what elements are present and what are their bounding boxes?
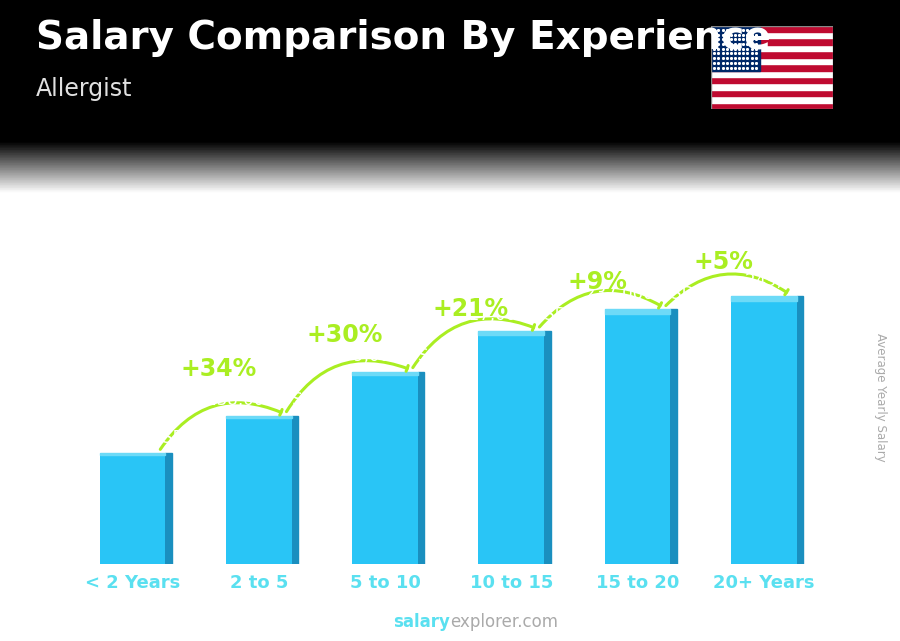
Text: 249,000 USD: 249,000 USD (745, 272, 854, 290)
Bar (352, 372, 418, 564)
Bar (731, 296, 796, 301)
Text: Allergist: Allergist (36, 77, 132, 101)
Text: 179,000 USD: 179,000 USD (332, 347, 441, 365)
Bar (670, 309, 677, 564)
Bar (711, 26, 760, 71)
Bar (731, 296, 796, 564)
Text: +9%: +9% (567, 270, 627, 294)
Bar (711, 26, 832, 32)
Bar (711, 71, 832, 77)
Text: +5%: +5% (694, 250, 753, 274)
Bar (226, 416, 292, 419)
Text: +34%: +34% (180, 357, 256, 381)
Bar (711, 45, 832, 51)
Bar (711, 58, 832, 64)
Bar (711, 32, 832, 38)
Text: Salary Comparison By Experience: Salary Comparison By Experience (36, 19, 770, 57)
Bar (605, 309, 670, 314)
Text: 103,000 USD: 103,000 USD (76, 429, 185, 447)
Bar (226, 416, 292, 564)
Bar (292, 416, 298, 564)
Bar (352, 372, 418, 375)
Text: 138,000 USD: 138,000 USD (206, 391, 315, 409)
Bar (100, 453, 166, 564)
Text: salary: salary (393, 613, 450, 631)
Text: 217,000 USD: 217,000 USD (458, 306, 568, 324)
Bar (711, 64, 832, 71)
Text: explorer.com: explorer.com (450, 613, 558, 631)
Text: Average Yearly Salary: Average Yearly Salary (874, 333, 886, 462)
Text: 237,000 USD: 237,000 USD (585, 285, 694, 303)
Bar (796, 296, 804, 564)
Bar (711, 38, 832, 45)
Bar (711, 103, 832, 109)
Bar (544, 331, 551, 564)
Bar (479, 331, 544, 335)
Text: +21%: +21% (433, 297, 509, 320)
Bar (711, 51, 832, 58)
Bar (711, 77, 832, 83)
Bar (605, 309, 670, 564)
Bar (479, 331, 544, 564)
Bar (711, 83, 832, 90)
Bar (711, 90, 832, 96)
Bar (166, 453, 172, 564)
Bar (711, 96, 832, 103)
Bar (418, 372, 425, 564)
Text: +30%: +30% (306, 324, 382, 347)
Bar (100, 453, 166, 455)
